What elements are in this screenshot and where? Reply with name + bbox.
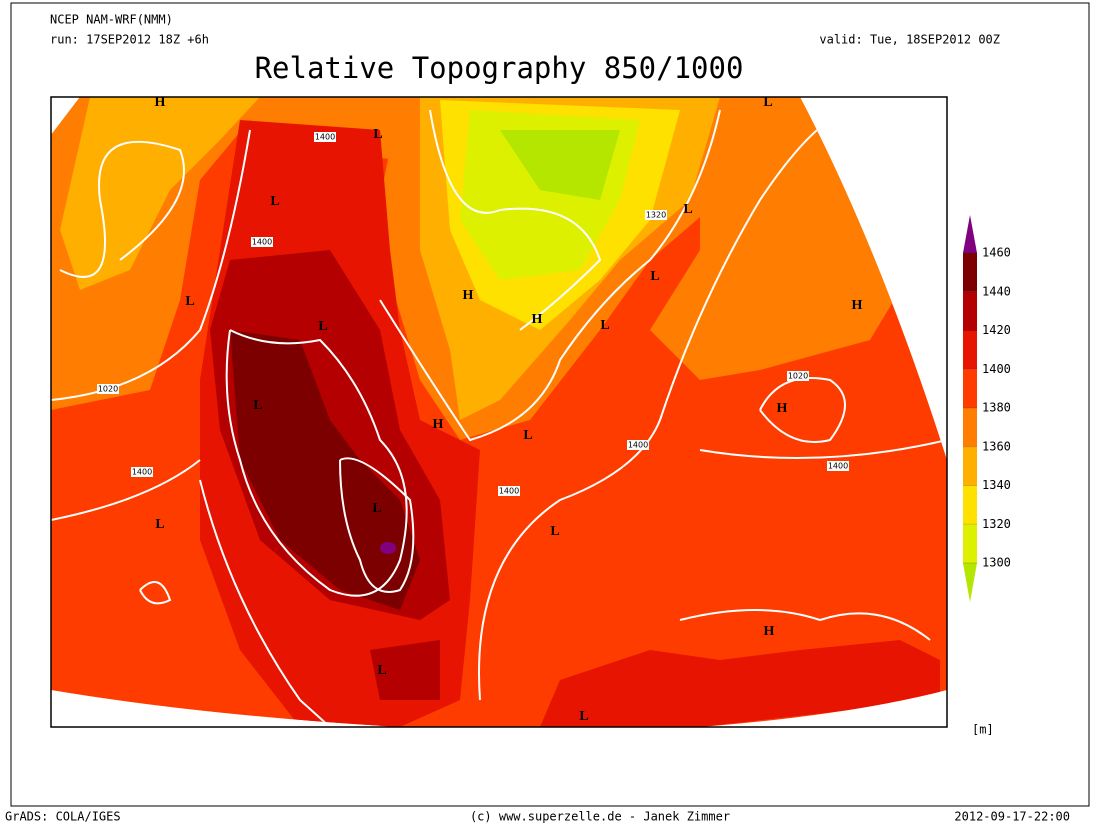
pressure-center: L (600, 318, 609, 333)
contour-line (759, 377, 846, 443)
colorbar-band (963, 485, 977, 525)
valid-time: valid: Tue, 18SEP2012 00Z (819, 33, 1000, 47)
contour-label-box (131, 467, 153, 477)
colorbar-label: 1340 (982, 478, 1011, 492)
field-region (500, 130, 620, 200)
colorbar-band (963, 330, 977, 370)
contour-lines (51, 109, 947, 727)
contour-label: 1020 (98, 385, 118, 394)
contour-line (699, 439, 947, 459)
colorbar-below (963, 563, 977, 602)
contour-label-box (97, 384, 119, 394)
contour-label: 1400 (499, 487, 519, 496)
contour-label: 1020 (788, 372, 808, 381)
author-credit: (c) www.superzelle.de - Janek Zimmer (470, 810, 730, 824)
contour-line (478, 119, 831, 701)
field-region (380, 542, 396, 554)
colorbar-band (963, 253, 977, 292)
colorbar-label: 1400 (982, 362, 1011, 376)
map-frame (50, 96, 948, 728)
colorbar-label: 1420 (982, 323, 1011, 337)
contour-label: 1320 (646, 211, 666, 220)
pressure-center: H (532, 312, 543, 327)
colorbar-band (963, 524, 977, 563)
pressure-center: L (550, 524, 559, 539)
pressure-center: L (683, 202, 692, 217)
contour-label-box (627, 440, 649, 450)
contour-label-box (251, 237, 273, 247)
map-labels: H L L L L L H L H H L L L H H L L L L H L L 1400 1320 1400 1020 10… (97, 95, 863, 724)
colorbar: 1300 1320 1340 1360 1380 1400 1420 1440 1460 (963, 215, 1011, 602)
pressure-center: H (777, 401, 788, 416)
colorbar-label: 1380 (982, 401, 1011, 415)
pressure-center: L (377, 663, 386, 678)
run-time: run: 17SEP2012 18Z +6h (50, 33, 209, 47)
contour-line (379, 109, 721, 442)
colorbar-band (963, 291, 977, 331)
model-name: NCEP NAM-WRF(NMM) (50, 13, 173, 27)
colorbar-band (963, 446, 977, 486)
software-credit: GrADS: COLA/IGES (5, 810, 121, 824)
pressure-center: L (372, 501, 381, 516)
pressure-center: H (463, 288, 474, 303)
pressure-center: L (155, 517, 164, 532)
contour-label: 1400 (132, 468, 152, 477)
map-title: Relative Topography 850/1000 (255, 51, 744, 85)
pressure-center: L (763, 95, 772, 110)
colorbar-label: 1300 (982, 556, 1011, 570)
contour-label: 1400 (828, 462, 848, 471)
map-area (51, 97, 947, 727)
pressure-center: H (433, 417, 444, 432)
colorbar-label: 1460 (982, 246, 1011, 260)
contour-label-box (314, 132, 336, 142)
pressure-center: L (650, 269, 659, 284)
pressure-center: L (318, 319, 327, 334)
pressure-center: L (373, 127, 382, 142)
contour-label-box (498, 486, 520, 496)
contour-label-box (645, 210, 667, 220)
contour-line (51, 459, 331, 727)
contour-label: 1400 (252, 238, 272, 247)
contour-line (59, 140, 185, 278)
contour-label: 1400 (315, 133, 335, 142)
colorbar-unit: [m] (972, 723, 994, 737)
field-region (60, 97, 260, 290)
pressure-center: H (155, 95, 166, 110)
colorbar-label: 1320 (982, 517, 1011, 531)
pressure-center: L (523, 428, 532, 443)
timestamp: 2012-09-17-22:00 (954, 810, 1070, 824)
pressure-center: L (270, 194, 279, 209)
contour-label-box (787, 371, 809, 381)
contour-line (225, 329, 408, 597)
contour-line (139, 581, 172, 605)
contour-line (679, 609, 931, 641)
field-region (540, 640, 940, 727)
field-region (230, 330, 420, 610)
colorbar-band (963, 408, 977, 447)
contour-line (339, 457, 415, 593)
contour-label: 1400 (628, 441, 648, 450)
colorbar-band (963, 369, 977, 408)
colorbar-label: 1440 (982, 284, 1011, 298)
pressure-center: H (764, 624, 775, 639)
pressure-center: H (852, 298, 863, 313)
colorbar-above (963, 215, 977, 253)
contour-label-box (827, 461, 849, 471)
pressure-center: L (185, 294, 194, 309)
pressure-center: L (579, 709, 588, 724)
contour-line (429, 109, 602, 331)
field-region (370, 640, 440, 700)
colorbar-label: 1360 (982, 439, 1011, 453)
pressure-center: L (253, 398, 262, 413)
